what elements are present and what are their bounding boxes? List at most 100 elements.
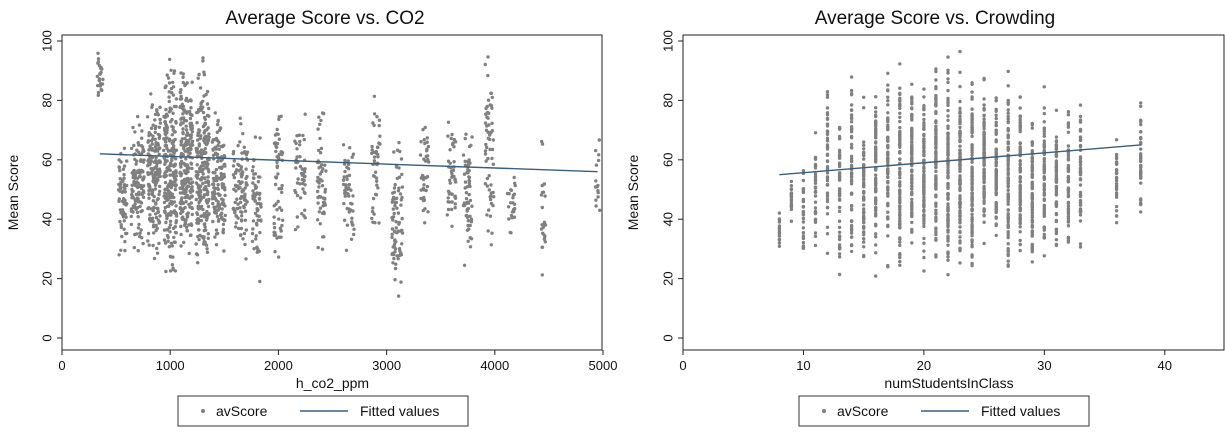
scatter-point [464,132,468,136]
scatter-point [910,107,914,111]
scatter-point [370,209,375,214]
scatter-point [163,180,168,185]
scatter-point [183,181,187,185]
scatter-point [542,237,547,241]
scatter-point [1139,155,1143,160]
scatter-point [485,104,489,109]
scatter-point [994,203,998,207]
scatter-point [158,160,162,164]
scatter-point [462,172,467,176]
scatter-point [898,125,902,130]
scatter-point [220,197,224,201]
scatter-point [490,95,494,100]
scatter-point [197,190,201,194]
scatter-point [170,133,174,137]
scatter-point [464,191,469,195]
scatter-point [166,76,171,80]
scatter-point [122,185,126,189]
scatter-point [393,266,398,271]
scatter-point [190,140,194,144]
scatter-point [982,199,986,203]
scatter-point [170,263,175,267]
scatter-point [789,219,794,223]
x-axis-label: numStudentsInClass [884,375,1013,391]
scatter-point [1042,120,1047,124]
scatter-point [898,170,902,175]
scatter-point [1078,213,1083,217]
scatter-point [1006,235,1010,240]
scatter-point [171,128,175,132]
scatter-point [922,221,926,226]
scatter-point [425,174,430,179]
scatter-point [801,205,806,209]
scatter-point [202,193,207,197]
scatter-point [220,144,224,149]
scatter-point [392,150,396,154]
scatter-point [1066,188,1071,192]
scatter-point [849,227,854,231]
scatter-point [958,148,962,152]
scatter-point [1006,181,1010,185]
scatter-point [898,263,902,267]
scatter-point [397,220,401,225]
scatter-point [202,94,206,98]
scatter-point [391,191,395,195]
scatter-point [279,187,283,191]
scatter-point [178,162,183,167]
scatter-point [317,210,321,214]
scatter-point [813,210,818,215]
scatter-point [1042,164,1047,168]
scatter-point [982,106,986,111]
scatter-point [418,153,423,157]
scatter-point [982,78,986,82]
scatter-point [422,176,426,180]
scatter-point [141,169,145,173]
scatter-point [215,122,220,127]
scatter-point [167,225,172,230]
scatter-point [483,62,487,67]
scatter-point [540,142,545,146]
scatter-point [922,255,926,260]
scatter-point [298,164,303,169]
scatter-point [946,243,950,247]
scatter-point [1078,242,1083,246]
scatter-point [156,178,160,182]
scatter-point [172,104,177,109]
scatter-point [1078,114,1083,119]
scatter-point [190,185,194,189]
scatter-point [232,175,236,180]
scatter-point [1006,242,1010,246]
scatter-point [886,191,890,196]
scatter-point [96,61,100,65]
scatter-point [825,212,830,216]
scatter-point [158,105,162,110]
scatter-point [825,90,830,94]
scatter-point [123,198,127,203]
scatter-point [1078,138,1083,143]
scatter-point [1018,206,1022,210]
x-tick-label: 40 [1158,358,1172,373]
scatter-point [100,82,105,86]
scatter-point [174,97,179,101]
scatter-point [488,195,492,199]
scatter-point [344,248,349,252]
scatter-point [862,106,866,110]
scatter-point [137,123,142,127]
scatter-point [180,179,184,184]
scatter-point [862,170,866,174]
x-tick-label: 30 [1037,358,1051,373]
scatter-point [424,188,428,193]
scatter-point [1018,159,1022,163]
scatter-point [1054,203,1059,208]
scatter-point [886,117,890,122]
scatter-point [1006,199,1010,204]
scatter-point [129,214,133,219]
scatter-point [171,85,176,89]
scatter-point [199,169,203,174]
scatter-point [129,146,134,151]
scatter-point [149,171,153,175]
scatter-point [163,126,167,130]
scatter-point [129,222,134,227]
scatter-point [178,206,182,210]
scatter-point [117,165,121,169]
